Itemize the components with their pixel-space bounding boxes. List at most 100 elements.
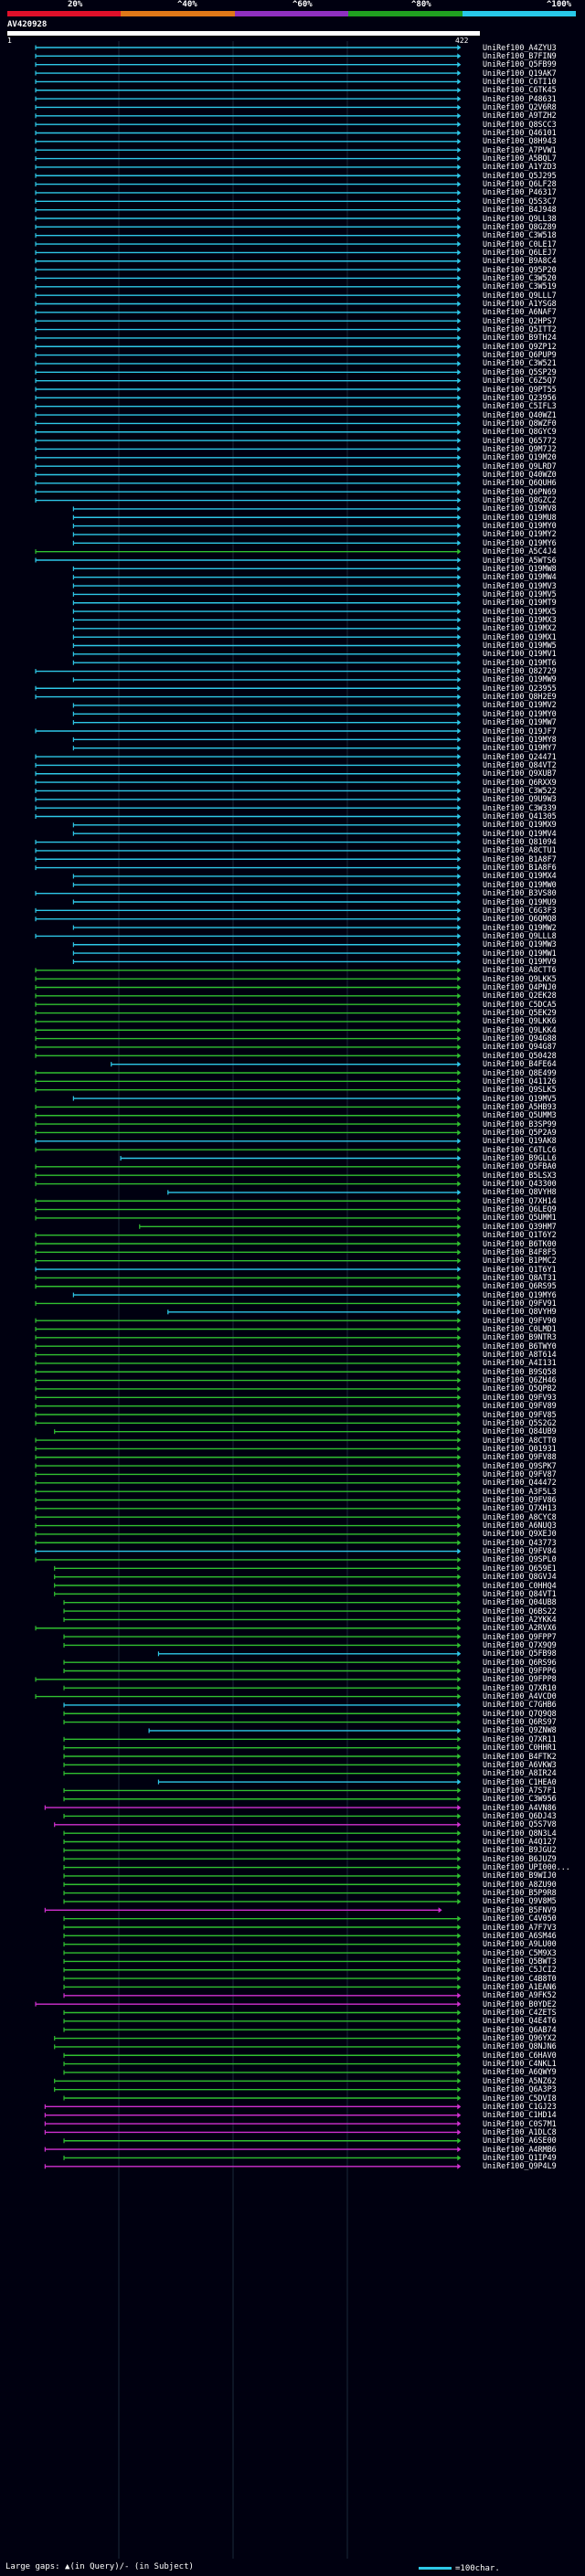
- hit-row[interactable]: [35, 2001, 462, 2008]
- hit-row[interactable]: [35, 668, 462, 674]
- hit-row[interactable]: [44, 1805, 462, 1811]
- hit-label[interactable]: UniRef100_Q9XEJ0: [483, 1529, 557, 1539]
- hit-row[interactable]: [35, 1352, 462, 1358]
- hit-label[interactable]: UniRef100_Q6PN69: [483, 486, 557, 496]
- hit-label[interactable]: UniRef100_B5LSX3: [483, 1170, 557, 1180]
- hit-row[interactable]: [63, 1872, 462, 1879]
- hit-row[interactable]: [63, 2155, 462, 2161]
- hit-row[interactable]: [35, 1360, 462, 1366]
- hit-row[interactable]: [44, 2121, 462, 2127]
- hit-label[interactable]: UniRef100_Q19MX4: [483, 871, 557, 881]
- hit-row[interactable]: [35, 779, 462, 786]
- hit-row[interactable]: [35, 53, 462, 59]
- hit-row[interactable]: [35, 856, 462, 863]
- hit-row[interactable]: [72, 591, 462, 598]
- hit-row[interactable]: [35, 1454, 462, 1460]
- hit-label[interactable]: UniRef100_Q19MT9: [483, 598, 557, 608]
- hit-row[interactable]: [35, 138, 462, 144]
- hit-label[interactable]: UniRef100_A3F5L3: [483, 1486, 557, 1496]
- hit-row[interactable]: [72, 702, 462, 708]
- hit-label[interactable]: UniRef100_A5WTS6: [483, 555, 557, 565]
- hit-label[interactable]: UniRef100_Q46101: [483, 128, 557, 137]
- hit-label[interactable]: UniRef100_C6G3F3: [483, 905, 557, 915]
- hit-label[interactable]: UniRef100_Q8GZ89: [483, 221, 557, 231]
- hit-label[interactable]: UniRef100_B9JGU2: [483, 1845, 557, 1855]
- hit-label[interactable]: UniRef100_Q2HPS7: [483, 315, 557, 325]
- hit-row[interactable]: [63, 2095, 462, 2101]
- hit-row[interactable]: [35, 1412, 462, 1417]
- hit-row[interactable]: [54, 1591, 462, 1597]
- hit-label[interactable]: UniRef100_Q95P20: [483, 264, 557, 274]
- hit-row[interactable]: [35, 1377, 462, 1383]
- hit-label[interactable]: UniRef100_A4RMB6: [483, 2144, 557, 2154]
- hit-label[interactable]: UniRef100_Q5FB99: [483, 59, 557, 69]
- hit-label[interactable]: UniRef100_A5NZ62: [483, 2075, 557, 2085]
- hit-label[interactable]: UniRef100_Q8SCC3: [483, 119, 557, 129]
- hit-row[interactable]: [35, 112, 462, 119]
- hit-row[interactable]: [35, 1326, 462, 1332]
- hit-row[interactable]: [35, 1267, 462, 1273]
- hit-label[interactable]: UniRef100_Q7X9Q9: [483, 1639, 557, 1649]
- hit-label[interactable]: UniRef100_C4ZETS: [483, 2008, 557, 2017]
- hit-label[interactable]: UniRef100_Q9SPK7: [483, 1460, 557, 1470]
- hit-label[interactable]: UniRef100_Q41126: [483, 1076, 557, 1086]
- hit-row[interactable]: [54, 1821, 462, 1828]
- hit-row[interactable]: [54, 1565, 462, 1572]
- hit-row[interactable]: [72, 660, 462, 666]
- hit-row[interactable]: [63, 1890, 462, 1896]
- hit-label[interactable]: UniRef100_Q5BWT3: [483, 1956, 557, 1966]
- hit-label[interactable]: UniRef100_Q19MW5: [483, 641, 557, 650]
- hit-label[interactable]: UniRef100_Q40WZ0: [483, 470, 557, 479]
- hit-row[interactable]: [72, 822, 462, 828]
- hit-label[interactable]: UniRef100_Q19MV2: [483, 700, 557, 710]
- hit-row[interactable]: [35, 87, 462, 93]
- hit-row[interactable]: [44, 2129, 462, 2136]
- hit-row[interactable]: [35, 992, 462, 999]
- hit-row[interactable]: [35, 1693, 462, 1700]
- hit-row[interactable]: [63, 1813, 462, 1819]
- hit-row[interactable]: [167, 1189, 462, 1195]
- hit-label[interactable]: UniRef100_C1HD14: [483, 2110, 557, 2120]
- hit-row[interactable]: [63, 1617, 462, 1623]
- hit-row[interactable]: [35, 147, 462, 154]
- hit-label[interactable]: UniRef100_Q9FV87: [483, 1468, 557, 1479]
- hit-label[interactable]: UniRef100_B9WIJ0: [483, 1871, 557, 1881]
- hit-row[interactable]: [35, 839, 462, 845]
- hit-label[interactable]: UniRef100_A1YSG8: [483, 299, 557, 308]
- hit-label[interactable]: UniRef100_C6TK45: [483, 85, 557, 95]
- hit-row[interactable]: [35, 1283, 462, 1289]
- hit-row[interactable]: [35, 1437, 462, 1444]
- hit-label[interactable]: UniRef100_Q94G88: [483, 1034, 557, 1044]
- hit-label[interactable]: UniRef100_B9SQ58: [483, 1366, 557, 1376]
- hit-label[interactable]: UniRef100_Q9FV93: [483, 1392, 557, 1402]
- hit-label[interactable]: UniRef100_C4V050: [483, 1913, 557, 1924]
- hit-row[interactable]: [35, 249, 462, 256]
- hit-label[interactable]: UniRef100_Q19JF7: [483, 726, 557, 736]
- hit-label[interactable]: UniRef100_A5C4J4: [483, 546, 557, 557]
- hit-label[interactable]: UniRef100_Q9FPP6: [483, 1666, 557, 1675]
- hit-row[interactable]: [35, 788, 462, 794]
- hit-row[interactable]: [63, 1941, 462, 1947]
- hit-row[interactable]: [35, 1531, 462, 1537]
- hit-row[interactable]: [35, 1548, 462, 1554]
- hit-label[interactable]: UniRef100_Q8N3L4: [483, 1828, 557, 1838]
- hit-row[interactable]: [35, 1121, 462, 1128]
- hit-label[interactable]: UniRef100_Q19AK8: [483, 1136, 557, 1146]
- hit-row[interactable]: [35, 224, 462, 230]
- hit-row[interactable]: [63, 2027, 462, 2033]
- hit-label[interactable]: UniRef100_Q5FBA0: [483, 1161, 557, 1171]
- hit-row[interactable]: [63, 1933, 462, 1939]
- hit-label[interactable]: UniRef100_A6SM46: [483, 1930, 557, 1940]
- hit-row[interactable]: [63, 1796, 462, 1802]
- hit-row[interactable]: [35, 754, 462, 760]
- hit-label[interactable]: UniRef100_Q9FV85: [483, 1409, 557, 1419]
- hit-label[interactable]: UniRef100_A9LU00: [483, 1939, 557, 1949]
- hit-row[interactable]: [35, 933, 462, 939]
- hit-label[interactable]: UniRef100_Q19MW1: [483, 948, 557, 958]
- hit-label[interactable]: UniRef100_B6JUZ9: [483, 1853, 557, 1863]
- hit-label[interactable]: UniRef100_Q9FV86: [483, 1495, 557, 1504]
- hit-row[interactable]: [63, 1608, 462, 1615]
- hit-label[interactable]: UniRef100_Q4E4T6: [483, 2016, 557, 2026]
- hit-label[interactable]: UniRef100_A7PVW1: [483, 144, 557, 154]
- hit-label[interactable]: UniRef100_Q9M7J2: [483, 443, 557, 453]
